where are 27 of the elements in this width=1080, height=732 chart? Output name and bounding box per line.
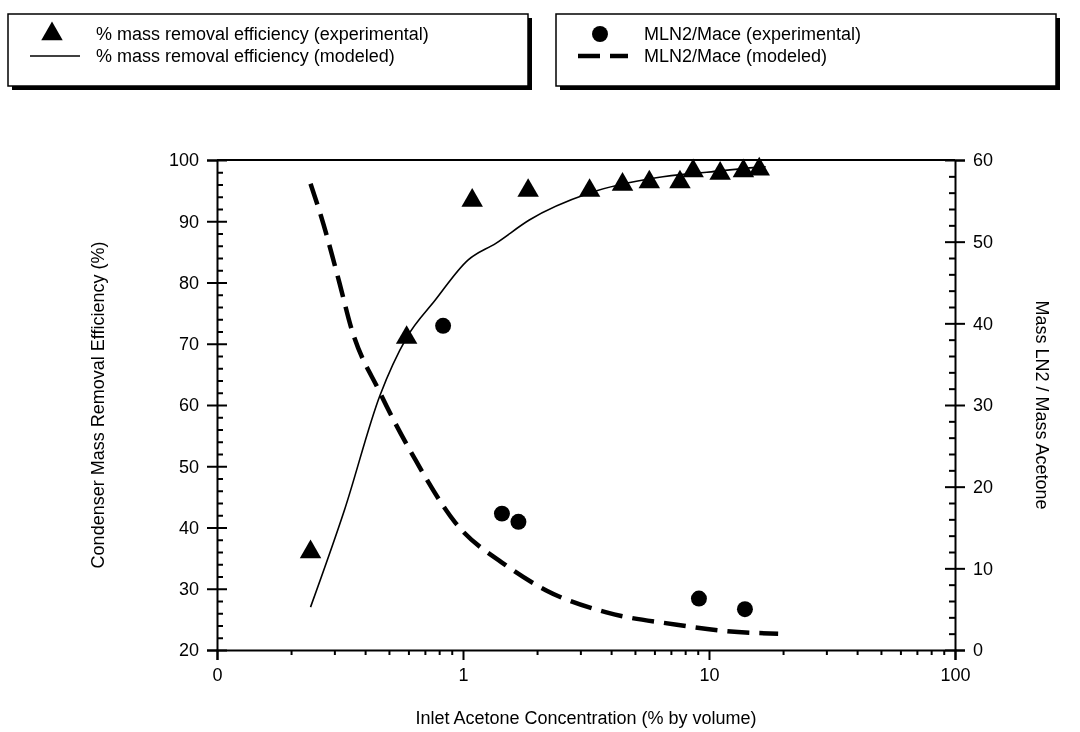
x-tick-label: 10 [699,664,720,685]
legend-label: MLN2/Mace (experimental) [644,24,862,44]
y2-axis-title: Mass LN2 / Mass Acetone [1032,300,1052,510]
x-tick-label: 0 [212,664,223,685]
y-tick-label: 80 [178,272,199,293]
y2-tick-label: 20 [973,476,994,497]
y2-tick-label: 60 [973,150,994,171]
y-tick-label: 50 [178,456,199,477]
y2-tick-label: 30 [973,395,994,416]
legend-label: % mass removal efficiency (modeled) [96,46,395,66]
y-tick-label: 40 [178,517,199,538]
y2-tick-label: 50 [973,231,994,252]
x-tick-label: 100 [940,664,971,685]
y-tick-label: 20 [178,640,199,661]
y2-tick-label: 10 [973,558,994,579]
legend-label: % mass removal efficiency (experimental) [96,24,429,44]
y-axis-title: Condenser Mass Removal Efficiency (%) [88,241,108,569]
y-tick-label: 90 [178,211,199,232]
y-tick-label: 70 [178,334,199,355]
y-tick-label: 100 [168,150,199,171]
x-tick-label: 1 [458,664,469,685]
y2-tick-label: 0 [973,640,984,661]
legend-label: MLN2/Mace (modeled) [644,46,828,66]
y-tick-label: 30 [178,579,199,600]
x-axis-title: Inlet Acetone Concentration (% by volume) [415,708,757,728]
y-tick-label: 60 [178,395,199,416]
y2-tick-label: 40 [973,313,994,334]
